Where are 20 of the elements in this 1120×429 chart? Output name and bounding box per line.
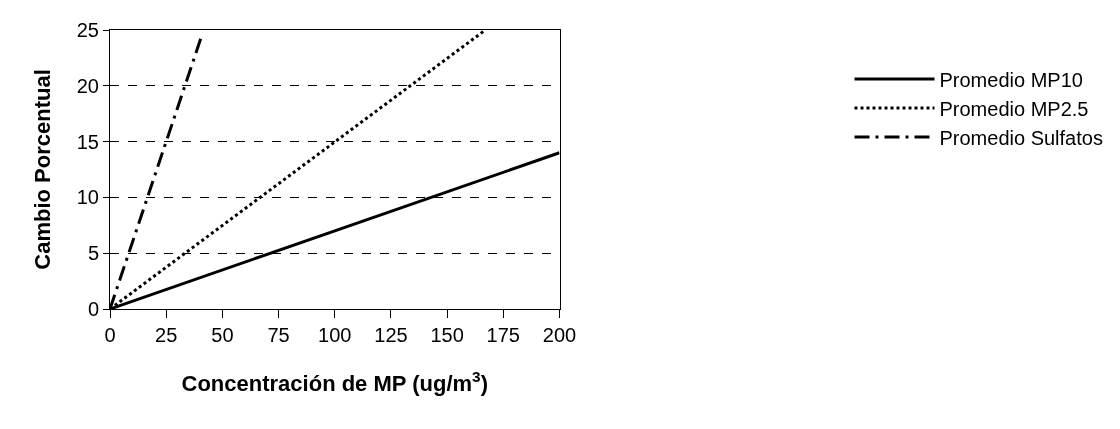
y-tick-label: 10 bbox=[76, 186, 99, 209]
x-tick-label: 175 bbox=[486, 324, 520, 346]
legend-label: Promedio MP2.5 bbox=[939, 97, 1089, 120]
x-tick-label: 200 bbox=[542, 324, 577, 346]
x-tick-label: 125 bbox=[374, 324, 408, 346]
x-axis-title: Concentración de MP (ug/m$^{3}$) bbox=[181, 367, 488, 396]
x-tick-label: 75 bbox=[267, 324, 290, 346]
y-tick-label: 5 bbox=[87, 242, 99, 265]
y-tick-label: 15 bbox=[76, 130, 99, 153]
x-tick-label: 50 bbox=[211, 324, 234, 346]
y-tick-label: 0 bbox=[87, 298, 99, 320]
y-axis-title: Cambio Porcentual bbox=[29, 69, 55, 270]
legend-label: Promedio Sulfatos bbox=[939, 126, 1103, 149]
y-tick-label: 25 bbox=[76, 19, 99, 41]
y-tick-label: 20 bbox=[76, 74, 99, 97]
x-tick-label: 25 bbox=[155, 324, 178, 346]
x-tick-label: 0 bbox=[104, 324, 116, 346]
legend-label: Promedio MP10 bbox=[939, 68, 1083, 91]
x-tick-label: 100 bbox=[318, 324, 352, 346]
x-tick-label: 150 bbox=[430, 324, 464, 346]
